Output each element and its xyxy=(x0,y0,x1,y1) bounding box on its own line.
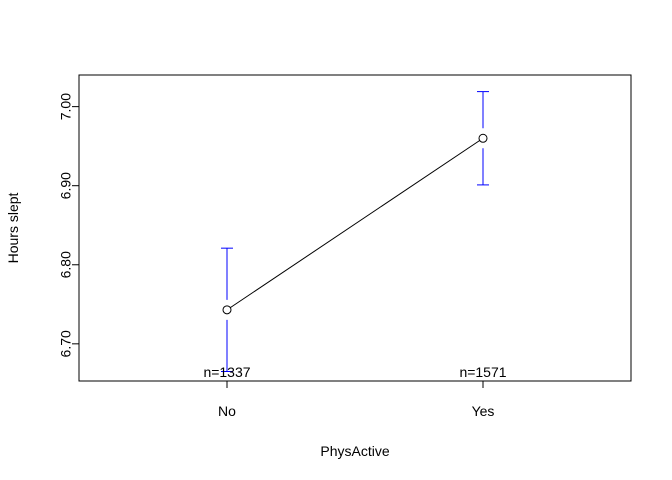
data-point xyxy=(478,133,488,143)
points xyxy=(222,133,488,315)
x-tick-label: Yes xyxy=(472,403,495,419)
x-axis: No Yes xyxy=(218,380,495,419)
n-label: n=1337 xyxy=(203,364,250,380)
y-tick-label: 7.00 xyxy=(58,93,74,120)
series-line-group xyxy=(230,140,480,309)
n-label: n=1571 xyxy=(459,364,506,380)
y-axis: 6.70 6.80 6.90 7.00 xyxy=(58,93,80,357)
x-axis-label: PhysActive xyxy=(320,443,389,459)
y-axis-label: Hours slept xyxy=(5,192,21,263)
data-point xyxy=(222,305,232,315)
n-labels: n=1337 n=1571 xyxy=(203,364,506,380)
x-tick-label: No xyxy=(218,403,236,419)
error-bars xyxy=(221,91,489,373)
series-line xyxy=(230,140,480,309)
plot-frame xyxy=(78,74,632,382)
y-tick-label: 6.70 xyxy=(58,330,74,357)
y-tick-label: 6.80 xyxy=(58,251,74,278)
y-tick-label: 6.90 xyxy=(58,172,74,199)
